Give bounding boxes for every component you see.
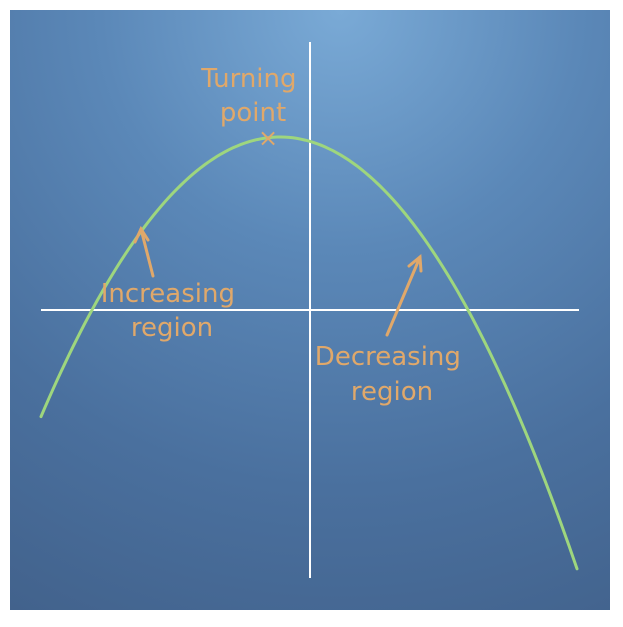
decreasing-arrow [385,254,423,337]
parabola-curve [39,135,579,571]
increasing-arrow [133,225,155,278]
turning-point-marker: × [258,124,278,152]
turning-point-label-line-1: Turning [200,64,296,94]
decreasing-region-label: Decreasing region [315,342,469,407]
decreasing-label-line-1: Decreasing [315,342,461,372]
increasing-label-line-1: Increasing [101,279,235,309]
increasing-label-line-2: region [131,313,213,343]
turning-point-label-line-2: point [220,98,286,128]
turning-point-label: Turning point [200,64,305,128]
decreasing-label-line-2: region [351,377,433,407]
increasing-region-label: Increasing region [101,279,244,343]
